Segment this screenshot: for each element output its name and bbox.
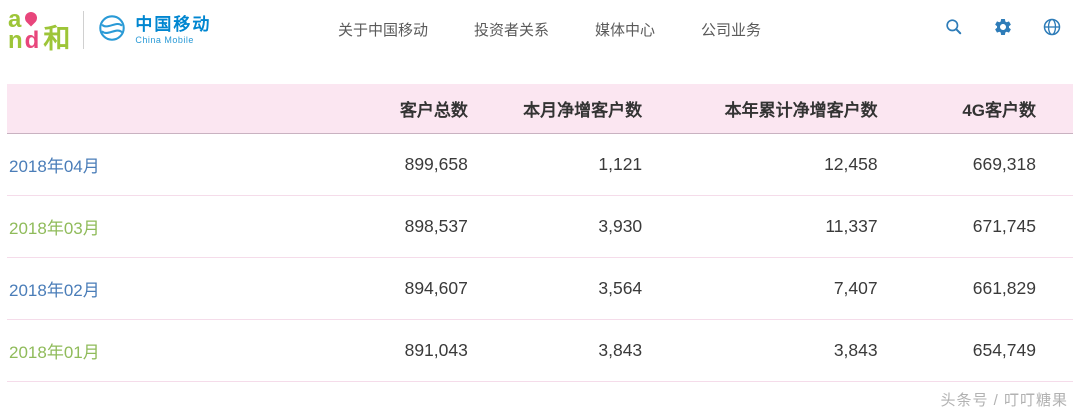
search-icon[interactable] bbox=[944, 17, 964, 37]
and-logo-letters: a n d bbox=[8, 5, 40, 54]
china-mobile-logo[interactable]: 中国移动 China Mobile bbox=[97, 13, 211, 48]
and-logo-letter-n: n bbox=[8, 26, 23, 54]
column-header-ytd-net-adds: 本年累计净增客户数 bbox=[642, 84, 878, 134]
watermark: 头条号 / 叮叮糖果 bbox=[940, 392, 1068, 409]
customer-stats-table-wrap: 客户总数 本月净增客户数 本年累计净增客户数 4G客户数 2018年04月 89… bbox=[7, 84, 1073, 382]
monthly-net-adds-value: 1,121 bbox=[467, 133, 643, 196]
fourg-customers-value: 661,829 bbox=[877, 257, 1073, 320]
nav-item-investor-relations[interactable]: 投资者关系 bbox=[474, 22, 550, 39]
period-link[interactable]: 2018年04月 bbox=[7, 133, 208, 196]
table-row: 2018年02月 894,607 3,564 7,407 661,829 bbox=[7, 257, 1073, 320]
topbar-icons bbox=[944, 17, 1062, 37]
fourg-customers-value: 669,318 bbox=[877, 133, 1073, 196]
china-mobile-name-cn: 中国移动 bbox=[135, 14, 212, 34]
and-logo-letter-d: d bbox=[24, 26, 40, 54]
monthly-net-adds-value: 3,564 bbox=[467, 257, 643, 320]
table-row: 2018年03月 898,537 3,930 11,337 671,745 bbox=[7, 195, 1073, 258]
customer-stats-table: 客户总数 本月净增客户数 本年累计净增客户数 4G客户数 2018年04月 89… bbox=[7, 84, 1073, 382]
ytd-net-adds-value: 12,458 bbox=[642, 133, 878, 196]
gear-icon[interactable] bbox=[993, 17, 1013, 37]
column-header-monthly-net-adds: 本月净增客户数 bbox=[467, 84, 643, 134]
table-row: 2018年01月 891,043 3,843 3,843 654,749 bbox=[7, 319, 1073, 382]
ytd-net-adds-value: 3,843 bbox=[642, 319, 878, 382]
fourg-customers-value: 671,745 bbox=[877, 195, 1073, 258]
fourg-customers-value: 654,749 bbox=[877, 319, 1073, 382]
and-he-logo[interactable]: a n d 和 bbox=[8, 5, 71, 54]
monthly-net-adds-value: 3,930 bbox=[467, 195, 643, 258]
table-header-row: 客户总数 本月净增客户数 本年累计净增客户数 4G客户数 bbox=[7, 84, 1073, 134]
column-header-4g-customers: 4G客户数 bbox=[877, 84, 1073, 134]
nav-item-about[interactable]: 关于中国移动 bbox=[338, 22, 429, 39]
total-customers-value: 894,607 bbox=[207, 257, 468, 320]
period-link[interactable]: 2018年03月 bbox=[7, 195, 208, 258]
and-logo-he-character: 和 bbox=[43, 24, 71, 54]
ytd-net-adds-value: 11,337 bbox=[642, 195, 878, 258]
china-mobile-name-en: China Mobile bbox=[135, 34, 194, 45]
logo-divider bbox=[83, 11, 85, 49]
total-customers-value: 898,537 bbox=[207, 195, 468, 258]
period-link[interactable]: 2018年01月 bbox=[7, 319, 208, 382]
map-pin-icon bbox=[22, 9, 40, 27]
period-link[interactable]: 2018年02月 bbox=[7, 257, 208, 320]
total-customers-value: 899,658 bbox=[207, 133, 468, 196]
nav-item-company-business[interactable]: 公司业务 bbox=[701, 22, 762, 39]
logo-group: a n d 和 中国移动 China Mobil bbox=[8, 6, 211, 54]
and-logo-letter-a: a bbox=[8, 5, 22, 33]
nav-item-media-center[interactable]: 媒体中心 bbox=[595, 22, 656, 39]
total-customers-value: 891,043 bbox=[207, 319, 468, 382]
table-row: 2018年04月 899,658 1,121 12,458 669,318 bbox=[7, 133, 1073, 196]
ytd-net-adds-value: 7,407 bbox=[642, 257, 878, 320]
china-mobile-swirl-icon bbox=[97, 13, 127, 48]
main-nav: 关于中国移动 投资者关系 媒体中心 公司业务 bbox=[338, 19, 761, 40]
globe-icon[interactable] bbox=[1042, 17, 1062, 37]
column-header-total-customers: 客户总数 bbox=[207, 84, 468, 134]
column-header-period bbox=[7, 84, 208, 134]
monthly-net-adds-value: 3,843 bbox=[467, 319, 643, 382]
